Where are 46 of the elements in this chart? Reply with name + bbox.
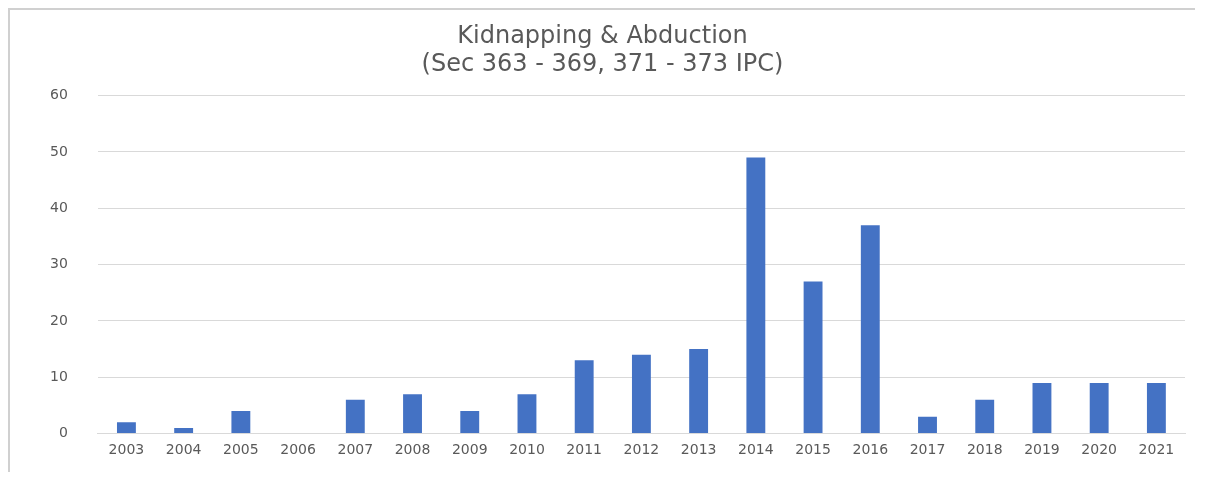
bar: [689, 349, 709, 434]
x-tick-label: 2007: [337, 440, 374, 457]
bar: [1146, 382, 1166, 434]
bar: [116, 422, 136, 434]
text: (Sec 363 - 369, 371 - 373 IPC): [421, 49, 784, 78]
y-tick-label: 10: [49, 367, 68, 384]
x-tick-label: 2021: [1138, 440, 1175, 457]
x-tick-label: 2006: [280, 440, 316, 457]
y-tick-label: 0: [58, 424, 68, 441]
x-tick-label: 2009: [451, 440, 488, 457]
y-tick-label: 50: [49, 142, 68, 159]
x-tick-label: 2013: [680, 440, 717, 457]
bar: [631, 354, 651, 434]
bar: [345, 399, 365, 434]
x-tick-label: 2019: [1024, 440, 1060, 457]
bar: [231, 411, 251, 434]
bar: [174, 427, 194, 434]
x-tick-label: 2010: [509, 440, 545, 457]
x-tick-label: 2012: [623, 440, 660, 457]
bar: [918, 416, 937, 434]
bar: [403, 394, 422, 434]
y-tick-label: 60: [49, 86, 68, 103]
bar: [1032, 382, 1052, 434]
y-tick-label: 20: [49, 311, 68, 328]
x-tick-label: 2003: [108, 440, 145, 457]
x-tick-label: 2004: [165, 440, 202, 457]
text: Kidnapping & Abduction: [457, 20, 748, 49]
x-tick-label: 2018: [966, 440, 1003, 457]
x-tick-label: 2015: [795, 440, 831, 457]
x-tick-label: 2017: [909, 440, 946, 457]
bar: [803, 281, 823, 434]
bar: [574, 360, 594, 434]
bar: [975, 399, 995, 434]
bar: [746, 157, 766, 434]
x-tick-label: 2020: [1081, 440, 1117, 457]
x-tick-label: 2014: [738, 440, 774, 457]
x-tick-label: 2005: [223, 440, 259, 457]
y-tick-label: 30: [49, 255, 68, 272]
x-tick-label: 2011: [566, 440, 603, 457]
y-tick-label: 40: [49, 198, 68, 215]
bar: [460, 411, 480, 434]
bar: [860, 225, 880, 434]
x-tick-label: 2016: [852, 440, 889, 457]
bar: [1089, 382, 1109, 434]
bar: [517, 394, 537, 434]
x-tick-label: 2008: [394, 440, 431, 457]
